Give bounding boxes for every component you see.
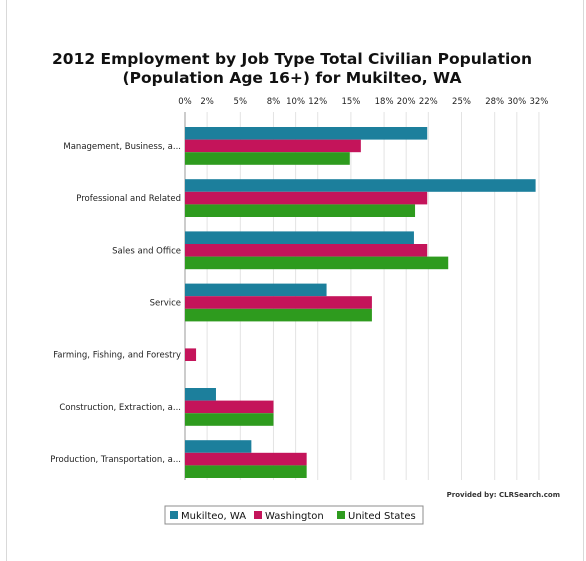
x-tick-label: 30% bbox=[507, 97, 526, 107]
x-tick-label: 22% bbox=[419, 97, 438, 107]
bar bbox=[185, 204, 416, 217]
x-tick-label: 2% bbox=[200, 97, 214, 107]
x-tick-label: 32% bbox=[529, 97, 548, 107]
chart-frame bbox=[6, 0, 584, 561]
legend-box bbox=[164, 505, 424, 525]
bar bbox=[185, 413, 274, 426]
chart-title-line-2: (Population Age 16+) for Mukilteo, WA bbox=[123, 69, 462, 87]
x-tick-label: 8% bbox=[267, 97, 281, 107]
bar bbox=[185, 231, 414, 244]
bar bbox=[185, 179, 536, 192]
bar bbox=[185, 283, 327, 297]
x-tick-label: 10% bbox=[286, 97, 305, 107]
bar bbox=[185, 256, 449, 270]
legend: Mukilteo, WA Washington United States bbox=[164, 505, 424, 525]
bars bbox=[185, 127, 536, 478]
bar bbox=[185, 127, 428, 140]
category-label: Management, Business, a... bbox=[63, 142, 181, 152]
category-label: Farming, Fishing, and Forestry bbox=[53, 351, 181, 361]
x-axis-ticks: 0% 2% 5% 8% 10% 12% 15% 18% 20% 22% 25% 28% 30% 32% bbox=[178, 97, 548, 107]
x-tick-label: 28% bbox=[485, 97, 504, 107]
bar bbox=[185, 308, 372, 322]
bar bbox=[185, 296, 372, 309]
category-label: Production, Transportation, a... bbox=[50, 455, 181, 465]
bar bbox=[185, 191, 428, 205]
bar bbox=[185, 388, 216, 401]
legend-swatch bbox=[337, 511, 345, 519]
category-label: Construction, Extraction, a... bbox=[59, 403, 181, 413]
bar bbox=[185, 465, 307, 478]
category-label: Sales and Office bbox=[112, 246, 181, 256]
category-labels: Management, Business, a... Professional a… bbox=[50, 142, 181, 465]
credit-text: Provided by: CLRSearch.com bbox=[447, 491, 560, 499]
category-label: Professional and Related bbox=[76, 194, 181, 204]
legend-label: United States bbox=[348, 511, 416, 522]
category-label: Service bbox=[150, 299, 181, 309]
bar bbox=[185, 152, 350, 165]
x-tick-label: 12% bbox=[308, 97, 327, 107]
legend-swatch bbox=[170, 511, 178, 519]
bar bbox=[185, 244, 428, 257]
x-tick-label: 15% bbox=[341, 97, 360, 107]
x-tick-label: 5% bbox=[234, 97, 248, 107]
bar bbox=[185, 400, 274, 414]
x-tick-label: 25% bbox=[452, 97, 471, 107]
legend-label: Mukilteo, WA bbox=[181, 511, 246, 522]
chart-title-line-1: 2012 Employment by Job Type Total Civili… bbox=[52, 50, 532, 68]
bar bbox=[185, 348, 197, 361]
x-tick-label: 18% bbox=[375, 97, 394, 107]
x-tick-label: 20% bbox=[397, 97, 416, 107]
bar bbox=[185, 440, 252, 453]
x-tick-label: 0% bbox=[178, 97, 192, 107]
legend-label: Washington bbox=[265, 511, 324, 522]
bar bbox=[185, 452, 307, 466]
legend-swatch bbox=[254, 511, 262, 519]
bar bbox=[185, 139, 361, 153]
